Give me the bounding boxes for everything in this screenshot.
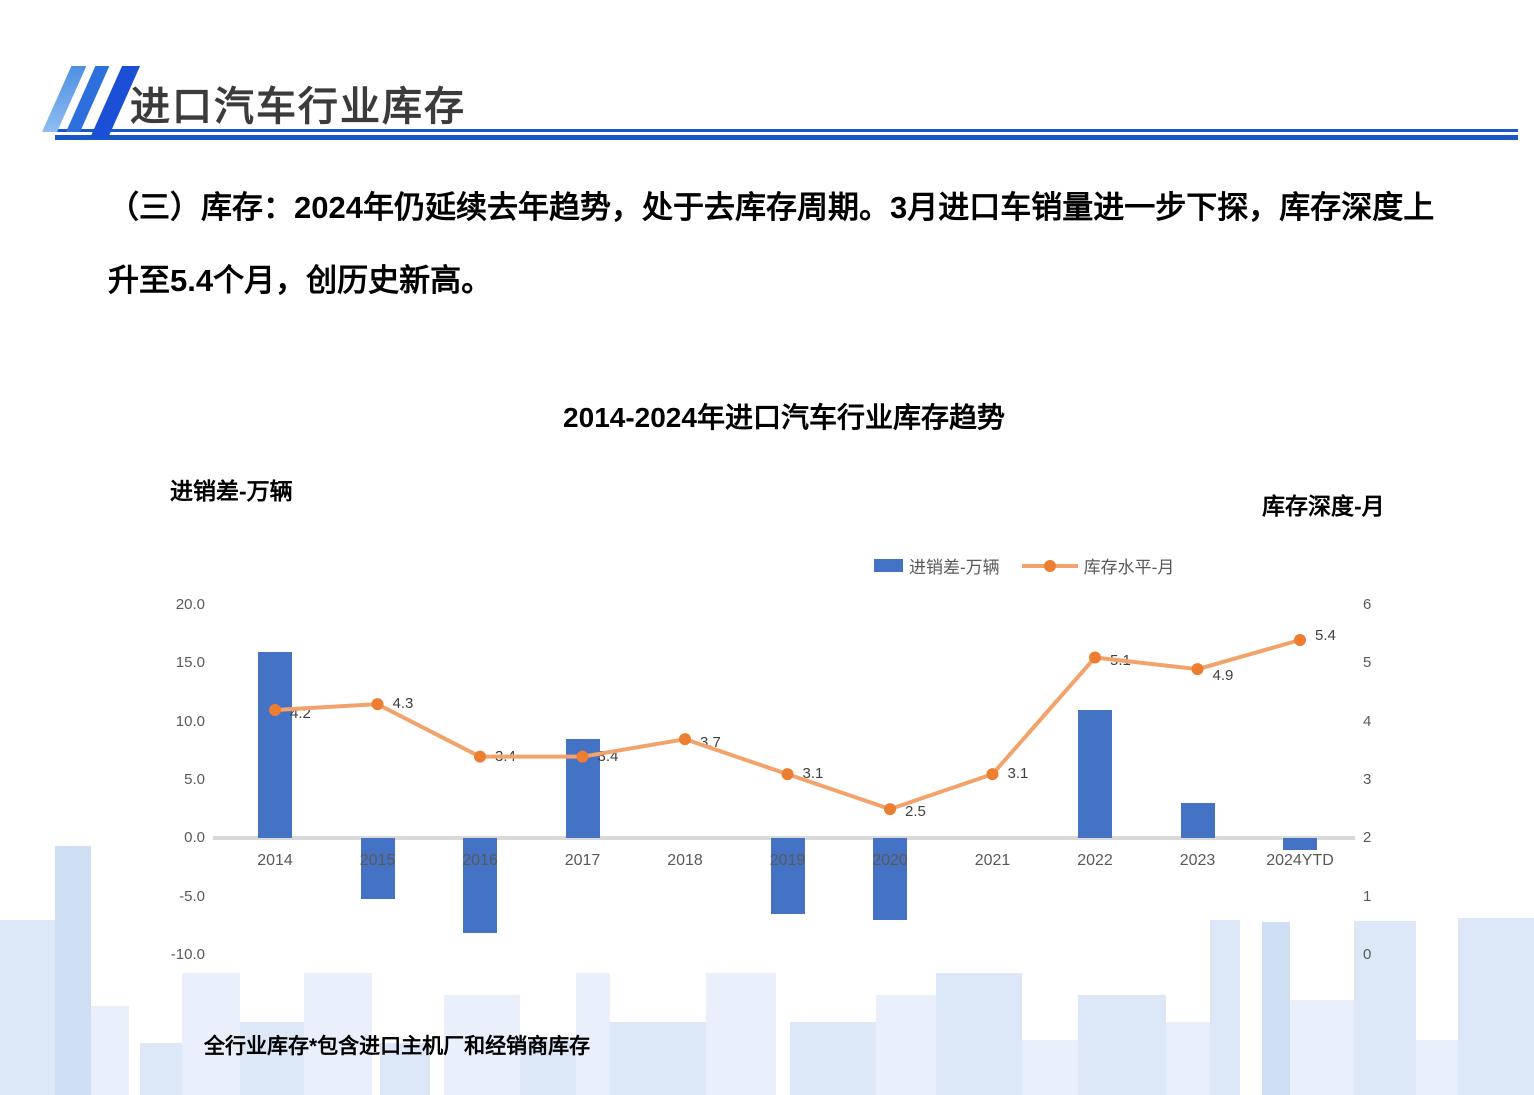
skyline-building	[1078, 995, 1166, 1095]
x-axis-label-2022: 2022	[1077, 852, 1113, 870]
skyline-building	[1210, 920, 1240, 1095]
line-marker-2015	[371, 698, 384, 711]
bar-2014	[258, 651, 292, 839]
skyline-building	[1354, 921, 1416, 1095]
bar-2024YTD	[1283, 838, 1317, 850]
bar-2016	[463, 838, 497, 933]
left-axis-title: 进销差-万辆	[170, 478, 293, 504]
line-data-label: 4.9	[1212, 667, 1234, 685]
line-marker-2024YTD	[1294, 634, 1306, 646]
skyline-building	[444, 995, 520, 1095]
bar-2023	[1180, 803, 1215, 839]
right-axis-tick-label: 3	[1363, 771, 1372, 788]
headline-text: （三）库存：2024年仍延续去年趋势，处于去库存周期。3月进口车销量进一步下探，…	[108, 188, 1498, 334]
headline-line-2: 升至5.4个月，创历史新高。	[108, 263, 493, 298]
left-axis-tick-label: 10.0	[175, 712, 205, 730]
skyline-building	[1022, 1040, 1078, 1095]
skyline-building	[1416, 1040, 1458, 1095]
skyline-building	[91, 1006, 129, 1095]
legend-item-line-series: 库存水平-月	[1021, 553, 1175, 578]
bar-2019	[770, 838, 805, 915]
skyline-building	[936, 973, 1022, 1095]
left-axis-tick-label: -5.0	[179, 887, 205, 905]
bar-series-swatch-icon	[874, 559, 903, 572]
line-marker-2018	[679, 733, 691, 746]
skyline-building	[304, 973, 372, 1095]
skyline-building	[790, 1022, 876, 1095]
line-data-label: 2.5	[905, 803, 926, 821]
skyline-building	[610, 1022, 706, 1095]
chart-title: 2014-2024年进口汽车行业库存趋势	[563, 402, 1005, 433]
left-axis-tick-label: 5.0	[184, 771, 205, 788]
right-axis-tick-label: 4	[1363, 712, 1372, 730]
header-divider-thick	[55, 135, 1518, 140]
x-axis-label-2018: 2018	[667, 852, 703, 870]
right-axis-tick-label: 1	[1363, 887, 1372, 905]
left-axis-tick-label: 15.0	[175, 654, 205, 672]
line-marker-2023	[1191, 663, 1204, 676]
skyline-building	[1262, 922, 1290, 1095]
line-data-label: 4.3	[392, 695, 414, 713]
skyline-building	[55, 846, 91, 1095]
chart-legend: 进销差-万辆 库存水平-月	[874, 553, 1174, 578]
chart-footnote: 全行业库存*包含进口主机厂和经销商库存	[204, 1035, 591, 1058]
line-marker-2014	[269, 704, 281, 716]
line-data-label: 3.1	[1007, 765, 1029, 783]
line-marker-2017	[576, 750, 589, 763]
left-axis-tick-label: -10.0	[170, 946, 205, 963]
line-marker-2016	[474, 750, 486, 763]
skyline-building	[706, 973, 776, 1095]
line-data-label: 5.4	[1315, 627, 1336, 644]
line-path	[274, 638, 1301, 812]
bar-2020	[873, 838, 907, 920]
headline-line-1: （三）库存：2024年仍延续去年趋势，处于去库存周期。3月进口车销量进一步下探，…	[108, 190, 1435, 225]
x-axis-label-2021: 2021	[974, 852, 1011, 870]
header-divider-thin	[55, 129, 1518, 132]
right-axis-tick-label: 2	[1363, 829, 1372, 847]
skyline-building	[1458, 918, 1534, 1095]
line-series-swatch-icon	[1021, 559, 1078, 572]
x-axis-label-2014: 2014	[257, 852, 293, 870]
line-marker-2021	[986, 768, 999, 781]
legend-label: 进销差-万辆	[909, 558, 1000, 577]
skyline-building	[876, 995, 936, 1095]
left-axis-tick-label: 0.0	[184, 829, 205, 847]
line-series-dot-icon	[1043, 559, 1056, 572]
legend-item-bar-series: 进销差-万辆	[874, 553, 1000, 578]
skyline-building	[520, 1040, 576, 1095]
bar-2022	[1078, 710, 1112, 839]
x-axis-label-2023: 2023	[1179, 852, 1216, 870]
right-axis-title: 库存深度-月	[1262, 493, 1385, 519]
line-data-label: 3.1	[802, 765, 824, 783]
x-axis-label-2024YTD: 2024YTD	[1266, 852, 1334, 870]
skyline-building	[380, 1043, 430, 1095]
x-axis-label-2020: 2020	[872, 852, 908, 870]
line-marker-2020	[884, 803, 896, 816]
right-axis-tick-label: 6	[1363, 596, 1372, 613]
skyline-building	[0, 920, 55, 1095]
page-title: 进口汽车行业库存	[130, 85, 466, 129]
skyline-building	[140, 1043, 182, 1095]
x-axis-label-2016: 2016	[462, 852, 498, 870]
x-axis-label-2015: 2015	[359, 852, 396, 870]
skyline-building	[182, 973, 240, 1095]
bar-2015	[360, 838, 395, 899]
line-marker-2022	[1089, 651, 1101, 664]
legend-label: 库存水平-月	[1083, 558, 1175, 577]
x-axis-label-2019: 2019	[769, 852, 806, 870]
right-axis-tick-label: 0	[1363, 946, 1372, 963]
skyline-building	[1166, 1022, 1210, 1095]
left-axis-tick-label: 20.0	[175, 596, 205, 613]
skyline-building	[1290, 1000, 1354, 1095]
skyline-building	[240, 1022, 304, 1095]
skyline-building	[576, 973, 610, 1095]
x-axis-label-2017: 2017	[564, 852, 601, 870]
line-marker-2019	[781, 768, 794, 781]
right-axis-tick-label: 5	[1363, 654, 1372, 672]
